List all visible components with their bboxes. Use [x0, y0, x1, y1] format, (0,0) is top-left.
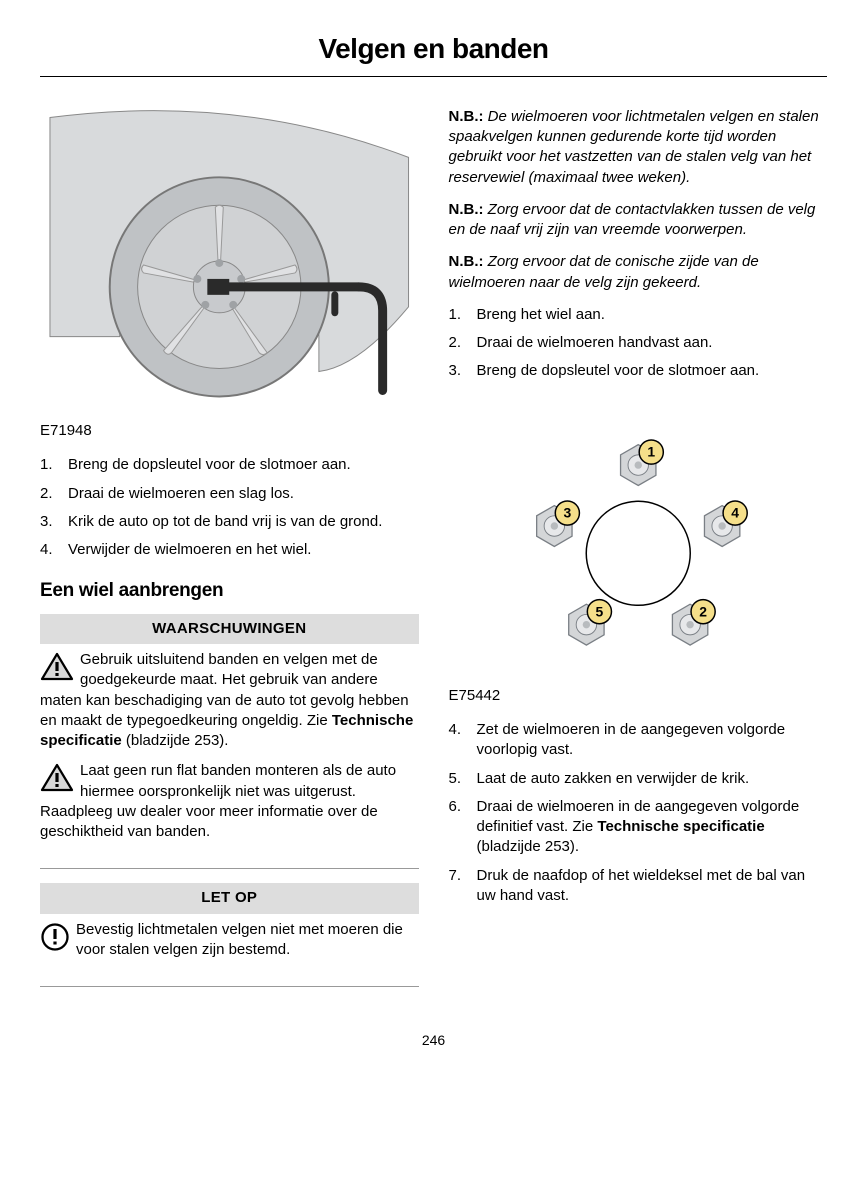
note-3: N.B.: Zorg ervoor dat de conische zijde … [449, 252, 828, 293]
caution-header: LET OP [40, 883, 419, 913]
left-column: E71948 Breng de dopsleutel voor de slotm… [40, 107, 419, 1001]
note-2-text: Zorg ervoor dat de contactvlakken tussen… [449, 201, 816, 238]
warnings-header: WAARSCHUWINGEN [40, 614, 419, 644]
list-item: Krik de auto op tot de band vrij is van … [40, 512, 419, 532]
steps-install-1: Breng het wiel aan. Draai de wielmoeren h… [449, 305, 828, 382]
right-column: N.B.: De wielmoeren voor lichtmetalen ve… [449, 107, 828, 1001]
note-label: N.B.: [449, 253, 484, 270]
subheading-install-wheel: Een wiel aanbrengen [40, 578, 419, 604]
caution-item-1: Bevestig lichtmetalen velgen niet met mo… [40, 920, 419, 961]
svg-text:2: 2 [699, 603, 707, 619]
list-item: Breng het wiel aan. [449, 305, 828, 325]
warning-triangle-icon [40, 763, 74, 793]
note-label: N.B.: [449, 108, 484, 125]
svg-text:4: 4 [731, 504, 739, 520]
caution-circle-icon [40, 922, 70, 952]
lug-pattern-diagram: 1 2 3 4 5 [449, 414, 828, 674]
warning-triangle-icon [40, 652, 74, 682]
warning-2-text: Laat geen run flat banden monteren als d… [40, 762, 396, 840]
svg-text:3: 3 [563, 504, 571, 520]
illustration-id-right: E75442 [449, 686, 828, 706]
list-item: Breng de dopsleutel voor de slotmoer aan… [40, 455, 419, 475]
caution-1-text: Bevestig lichtmetalen velgen niet met mo… [76, 921, 403, 958]
list-item: Draai de wielmoeren handvast aan. [449, 333, 828, 353]
list-item: Zet de wielmoeren in de aangegeven volgo… [449, 720, 828, 761]
steps-remove-wheel: Breng de dopsleutel voor de slotmoer aan… [40, 455, 419, 560]
page-number: 246 [40, 1031, 827, 1050]
list-item: Draai de wielmoeren in de aangegeven vol… [449, 797, 828, 858]
list-item: Druk de naafdop of het wieldeksel met de… [449, 866, 828, 907]
title-rule [40, 76, 827, 77]
list-item: Draai de wielmoeren een slag los. [40, 484, 419, 504]
warning-1-text-post: (bladzijde 253). [122, 732, 229, 749]
illustration-id-left: E71948 [40, 421, 419, 441]
note-3-text: Zorg ervoor dat de conische zijde van de… [449, 253, 759, 290]
note-1-text: De wielmoeren voor lichtmetalen velgen e… [449, 108, 819, 186]
svg-text:1: 1 [647, 443, 655, 459]
warning-item-2: Laat geen run flat banden monteren als d… [40, 761, 419, 842]
list-item: Breng de dopsleutel voor de slotmoer aan… [449, 361, 828, 381]
caution-rule [40, 986, 419, 987]
wheel-jack-illustration [40, 107, 419, 407]
caution-content: Bevestig lichtmetalen velgen niet met mo… [40, 914, 419, 983]
content-columns: E71948 Breng de dopsleutel voor de slotm… [40, 107, 827, 1001]
note-1: N.B.: De wielmoeren voor lichtmetalen ve… [449, 107, 828, 188]
warnings-content: Gebruik uitsluitend banden en velgen met… [40, 644, 419, 864]
warning-item-1: Gebruik uitsluitend banden en velgen met… [40, 650, 419, 751]
list-item: Verwijder de wielmoeren en het wiel. [40, 540, 419, 560]
steps-install-2: Zet de wielmoeren in de aangegeven volgo… [449, 720, 828, 906]
note-2: N.B.: Zorg ervoor dat de contactvlakken … [449, 200, 828, 241]
list-item: Laat de auto zakken en verwijder de krik… [449, 769, 828, 789]
note-label: N.B.: [449, 201, 484, 218]
warnings-rule [40, 868, 419, 869]
svg-text:5: 5 [595, 603, 603, 619]
page-title: Velgen en banden [40, 30, 827, 68]
